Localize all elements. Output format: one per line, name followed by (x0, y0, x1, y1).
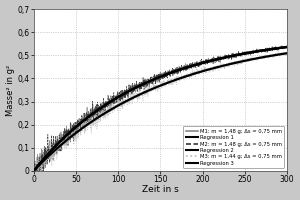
X-axis label: Zeit in s: Zeit in s (142, 185, 179, 194)
Legend: M1: m = 1,48 g; Δs = 0,75 mm, Regression 1, M2: m = 1,48 g; Δs = 0,75 mm, Regres: M1: m = 1,48 g; Δs = 0,75 mm, Regression… (183, 126, 284, 168)
Y-axis label: Masse² in g²: Masse² in g² (6, 64, 15, 116)
